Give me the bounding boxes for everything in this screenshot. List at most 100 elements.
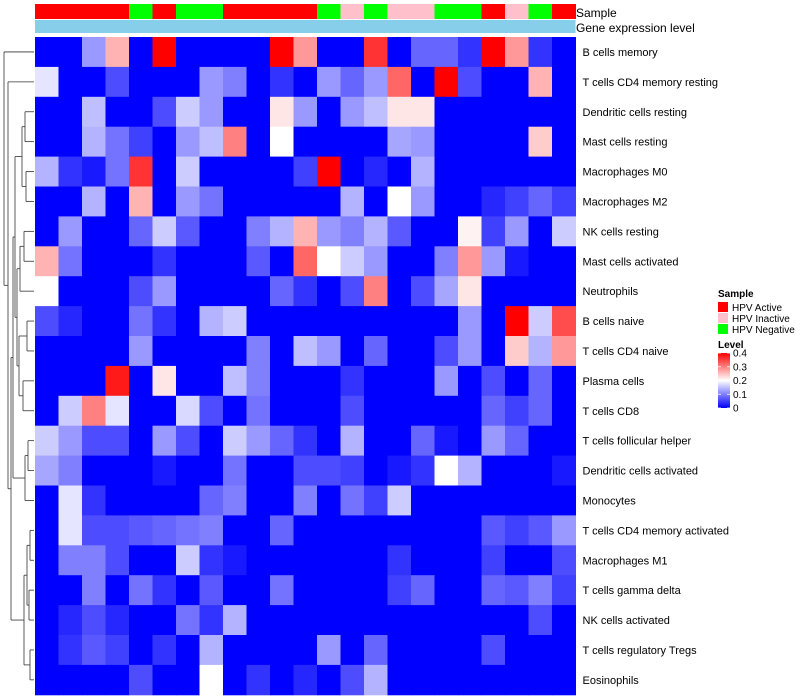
- heatmap-cell: [317, 515, 341, 546]
- heatmap-cell: [176, 276, 200, 307]
- heatmap-cell: [82, 126, 106, 158]
- heatmap-cell: [35, 66, 59, 98]
- heatmap-cell: [199, 605, 224, 636]
- heatmap-cell: [152, 216, 177, 247]
- row-label: T cells regulatory Tregs: [583, 645, 698, 657]
- heatmap-cell: [552, 216, 576, 247]
- heatmap-cell: [35, 37, 59, 68]
- heatmap-cell: [434, 515, 459, 546]
- heatmap-cell: [317, 455, 341, 486]
- heatmap-cell: [270, 515, 294, 546]
- heatmap-cell: [458, 455, 482, 486]
- heatmap-cell: [340, 365, 365, 397]
- heatmap-cell: [176, 126, 200, 158]
- heatmap-cell: [270, 575, 294, 606]
- heatmap-cell: [458, 664, 482, 696]
- heatmap-cell: [82, 485, 106, 516]
- sample-annotation-cell: [105, 4, 130, 19]
- heatmap-cell: [199, 485, 224, 516]
- level-tick-label: 0.4: [733, 349, 747, 360]
- heatmap-cell: [176, 96, 200, 128]
- heatmap-cell: [176, 664, 200, 696]
- heatmap-cell: [317, 664, 341, 696]
- heatmap-cell: [293, 485, 318, 516]
- heatmap-cell: [246, 485, 271, 516]
- heatmap-cell: [387, 365, 412, 397]
- heatmap-cell: [364, 515, 388, 546]
- heatmap-cell: [317, 635, 341, 666]
- heatmap-cell: [481, 455, 506, 486]
- heatmap-cell: [434, 425, 459, 457]
- heatmap-cell: [58, 246, 83, 277]
- heatmap-cell: [58, 515, 83, 546]
- heatmap-cell: [552, 96, 576, 128]
- level-legend: Level 0.4 0.3 0.2 0.1 0: [718, 340, 747, 415]
- heatmap-cell: [387, 664, 412, 696]
- heatmap-cell: [458, 425, 482, 457]
- heatmap-cell: [82, 37, 106, 68]
- heatmap-cell: [129, 455, 153, 486]
- sample-annotation-cell: [293, 4, 318, 19]
- heatmap-cell: [152, 455, 177, 486]
- heatmap-cell: [58, 96, 83, 128]
- heatmap-cell: [411, 395, 435, 427]
- heatmap-cell: [270, 66, 294, 98]
- heatmap-cell: [152, 485, 177, 516]
- heatmap-cell: [387, 156, 412, 187]
- heatmap-cell: [340, 575, 365, 606]
- heatmap-cell: [199, 515, 224, 546]
- heatmap-cell: [552, 425, 576, 457]
- sample-annotation-cell: [434, 4, 459, 19]
- heatmap-cell: [129, 246, 153, 277]
- heatmap-cell: [528, 96, 553, 128]
- row-label: T cells gamma delta: [583, 585, 682, 597]
- heatmap-cell: [387, 605, 412, 636]
- heatmap-cell: [528, 635, 553, 666]
- heatmap-cell: [58, 276, 83, 307]
- heatmap-cell: [199, 156, 224, 187]
- heatmap-cell: [176, 605, 200, 636]
- heatmap-cell: [293, 336, 318, 367]
- heatmap-cell: [199, 545, 224, 576]
- heatmap-cell: [223, 186, 247, 217]
- heatmap-cell: [82, 545, 106, 576]
- sample-track-label: Sample: [576, 6, 617, 20]
- row-label: Mast cells resting: [583, 137, 668, 149]
- heatmap-cell: [364, 545, 388, 576]
- heatmap-cell: [270, 186, 294, 217]
- heatmap-cell: [270, 306, 294, 337]
- heatmap-cell: [58, 575, 83, 606]
- heatmap-cell: [35, 126, 59, 158]
- heatmap-cell: [317, 186, 341, 217]
- heatmap-cell: [152, 425, 177, 457]
- heatmap-cell: [58, 395, 83, 427]
- heatmap-cell: [293, 66, 318, 98]
- heatmap-cell: [505, 336, 529, 367]
- heatmap-cell: [411, 276, 435, 307]
- heatmap-cell: [317, 545, 341, 576]
- heatmap-cell: [105, 575, 130, 606]
- heatmap-cell: [340, 395, 365, 427]
- heatmap-cell: [129, 365, 153, 397]
- heatmap-cell: [340, 635, 365, 666]
- heatmap-cell: [270, 605, 294, 636]
- heatmap-cell: [387, 126, 412, 158]
- heatmap-cell: [223, 425, 247, 457]
- heatmap-cell: [505, 246, 529, 277]
- heatmap-cell: [364, 664, 388, 696]
- heatmap-cell: [246, 186, 271, 217]
- heatmap-cell: [176, 246, 200, 277]
- heatmap-cell: [458, 276, 482, 307]
- sample-annotation-cell: [270, 4, 294, 19]
- heatmap-cell: [387, 336, 412, 367]
- heatmap-cell: [58, 126, 83, 158]
- heatmap-cell: [105, 276, 130, 307]
- heatmap-cell: [105, 485, 130, 516]
- heatmap-cell: [552, 605, 576, 636]
- heatmap-cell: [246, 425, 271, 457]
- heatmap-cell: [35, 336, 59, 367]
- heatmap-cell: [528, 664, 553, 696]
- heatmap-cell: [35, 425, 59, 457]
- heatmap-cell: [317, 96, 341, 128]
- heatmap-cell: [105, 395, 130, 427]
